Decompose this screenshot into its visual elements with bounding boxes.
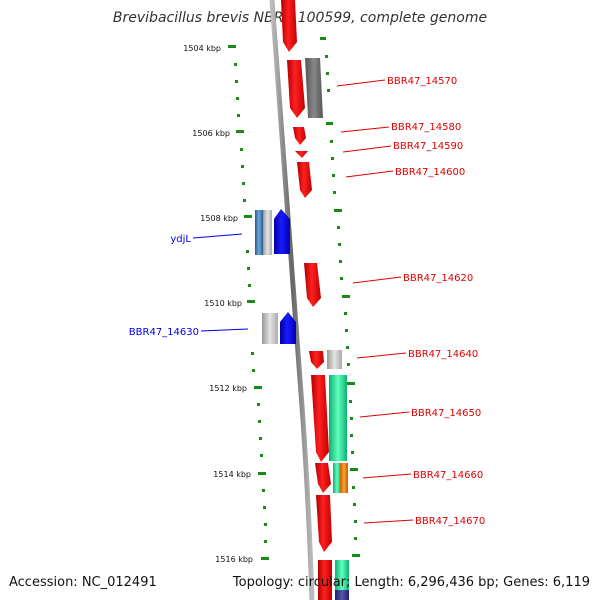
gene-arrow[interactable]	[305, 58, 323, 118]
forward-strand-genes	[281, 0, 349, 600]
gene-arrow[interactable]	[262, 313, 278, 344]
ruler-label-1504: 1504 kbp	[183, 44, 221, 53]
accession-text: Accession: NC_012491	[9, 575, 157, 590]
gene-label[interactable]: BBR47_14630	[129, 327, 199, 338]
ruler-label-1506: 1506 kbp	[192, 129, 230, 138]
genome-summary-text: Topology: circular; Length: 6,296,436 bp…	[232, 575, 590, 590]
gene-arrow[interactable]	[293, 127, 306, 145]
gene-arrow[interactable]	[315, 463, 331, 493]
gene-label[interactable]: BBR47_14650	[411, 408, 481, 419]
ruler-label-1510: 1510 kbp	[204, 299, 242, 308]
gene-label[interactable]: BBR47_14580	[391, 122, 461, 133]
gene-arrow[interactable]	[327, 350, 342, 369]
gene-arrow[interactable]	[309, 351, 324, 369]
gene-arrow[interactable]	[274, 209, 290, 254]
right-leader-lines	[336, 79, 414, 524]
gene-arrow[interactable]	[335, 590, 349, 600]
gene-arrow[interactable]	[287, 60, 305, 118]
gene-arrow[interactable]	[318, 560, 332, 600]
gene-arrow[interactable]	[263, 210, 272, 255]
ruler-label-1516: 1516 kbp	[215, 555, 253, 564]
left-ruler-ticks	[228, 45, 269, 560]
gene-arrow[interactable]	[304, 263, 321, 307]
left-leader-lines	[192, 233, 249, 332]
gene-arrow[interactable]	[280, 312, 296, 344]
ruler-label-1508: 1508 kbp	[200, 214, 238, 223]
ruler-label-1512: 1512 kbp	[209, 384, 247, 393]
gene-label[interactable]: BBR47_14570	[387, 76, 457, 87]
gene-arrow[interactable]	[297, 162, 312, 198]
right-ruler-ticks	[320, 37, 360, 557]
gene-arrow[interactable]	[255, 210, 263, 255]
gene-arrow[interactable]	[295, 151, 308, 158]
gene-arrow[interactable]	[333, 463, 341, 493]
gene-arrow[interactable]	[329, 375, 347, 461]
gene-label[interactable]: BBR47_14660	[413, 470, 483, 481]
map-title: Brevibacillus brevis NBRC 100599, comple…	[112, 10, 488, 26]
gene-label[interactable]: BBR47_14670	[415, 516, 485, 527]
gene-label[interactable]: BBR47_14620	[403, 273, 473, 284]
gene-label[interactable]: BBR47_14590	[393, 141, 463, 152]
gene-label[interactable]: BBR47_14640	[408, 349, 478, 360]
gene-arrow[interactable]	[316, 495, 332, 552]
gene-arrow[interactable]	[311, 375, 329, 462]
gene-arrow[interactable]	[340, 463, 348, 493]
ruler-label-1514: 1514 kbp	[213, 470, 251, 479]
gene-label[interactable]: ydjL	[170, 234, 191, 245]
gene-arrow[interactable]	[281, 0, 297, 52]
reverse-strand-genes	[255, 209, 296, 344]
gene-label[interactable]: BBR47_14600	[395, 167, 465, 178]
genome-backbone	[269, 0, 315, 600]
